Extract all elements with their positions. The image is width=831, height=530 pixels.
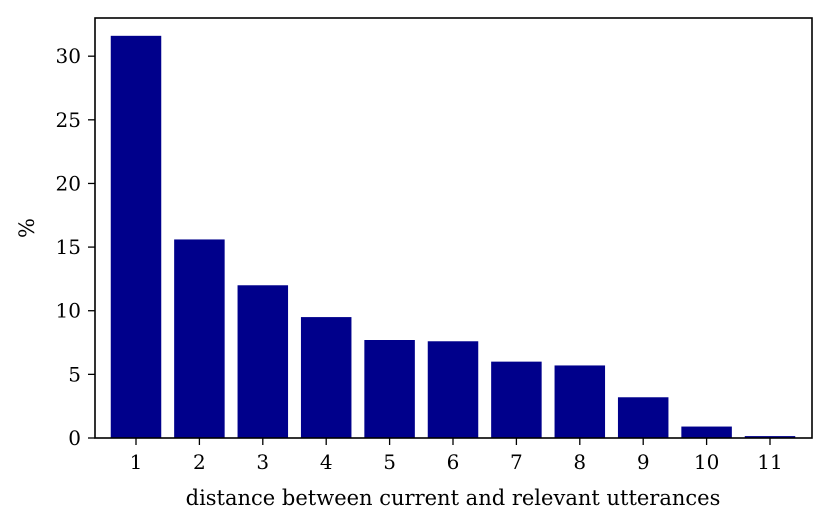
y-tick-label: 15 [56, 235, 81, 259]
bar-3 [237, 285, 289, 438]
y-axis: 0 5 10 15 20 25 30 [56, 44, 95, 450]
x-tick-label: 7 [510, 450, 523, 474]
bar-5 [364, 340, 415, 438]
y-tick-label: 30 [56, 44, 81, 68]
y-tick-label: 20 [56, 171, 81, 195]
x-tick-label: 2 [193, 450, 206, 474]
x-tick-label: 1 [130, 450, 143, 474]
x-tick-label: 11 [757, 450, 782, 474]
x-tick-label: 4 [320, 450, 333, 474]
bar-8 [554, 365, 606, 438]
y-tick-label: 0 [68, 426, 81, 450]
bar-7 [491, 361, 542, 438]
bar-1 [110, 35, 162, 438]
y-tick-label: 10 [56, 299, 81, 323]
y-axis-label: % [15, 218, 39, 238]
bar-4 [300, 317, 352, 438]
x-tick-label: 9 [637, 450, 650, 474]
bar-9 [617, 397, 669, 438]
x-axis: 1 2 3 4 5 6 7 8 9 10 11 [130, 438, 783, 474]
x-tick-label: 10 [694, 450, 719, 474]
y-tick-label: 5 [68, 362, 81, 386]
bar-10 [681, 426, 732, 438]
x-axis-label: distance between current and relevant ut… [186, 486, 721, 510]
x-tick-label: 5 [383, 450, 396, 474]
x-tick-label: 3 [256, 450, 269, 474]
bar-11 [744, 436, 796, 438]
y-tick-label: 25 [56, 108, 81, 132]
bar-6 [427, 341, 479, 438]
x-tick-label: 8 [573, 450, 586, 474]
bar-2 [174, 239, 225, 438]
bars [110, 35, 796, 438]
x-tick-label: 6 [447, 450, 460, 474]
